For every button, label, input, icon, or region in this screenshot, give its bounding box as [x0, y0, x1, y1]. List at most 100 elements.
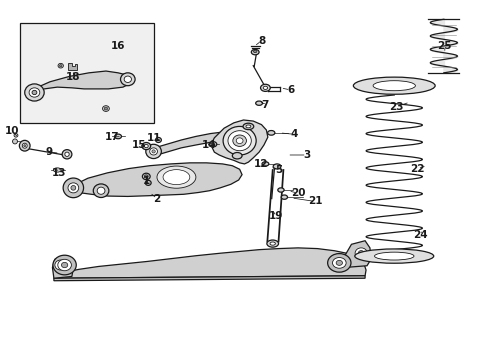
Ellipse shape: [211, 143, 214, 145]
Text: 18: 18: [66, 72, 81, 82]
Ellipse shape: [14, 134, 18, 137]
Ellipse shape: [374, 252, 413, 260]
Ellipse shape: [93, 184, 109, 198]
Polygon shape: [149, 131, 249, 154]
Polygon shape: [54, 276, 365, 281]
Ellipse shape: [65, 152, 69, 157]
Ellipse shape: [354, 249, 433, 263]
Text: 15: 15: [131, 140, 146, 150]
Polygon shape: [68, 163, 242, 197]
Ellipse shape: [102, 106, 109, 111]
Text: 20: 20: [290, 188, 305, 198]
Ellipse shape: [263, 86, 267, 89]
Ellipse shape: [124, 76, 131, 82]
Ellipse shape: [24, 145, 26, 147]
Ellipse shape: [266, 240, 278, 247]
Text: 3: 3: [303, 150, 310, 160]
Text: 21: 21: [307, 197, 322, 206]
Ellipse shape: [58, 259, 71, 271]
Text: 13: 13: [51, 168, 66, 178]
Ellipse shape: [104, 107, 107, 110]
Ellipse shape: [60, 64, 62, 67]
Ellipse shape: [145, 144, 161, 158]
Ellipse shape: [353, 77, 434, 94]
Text: 9: 9: [45, 147, 53, 157]
Ellipse shape: [236, 138, 243, 144]
Ellipse shape: [29, 88, 40, 97]
Ellipse shape: [358, 251, 364, 256]
Ellipse shape: [245, 125, 250, 128]
Ellipse shape: [163, 170, 189, 185]
Ellipse shape: [251, 49, 259, 55]
Ellipse shape: [332, 257, 346, 268]
Ellipse shape: [281, 195, 287, 199]
Text: 8: 8: [257, 36, 264, 46]
Ellipse shape: [335, 260, 342, 265]
Ellipse shape: [227, 131, 251, 151]
Ellipse shape: [62, 150, 72, 159]
Ellipse shape: [63, 178, 83, 198]
Ellipse shape: [327, 253, 350, 272]
Text: 23: 23: [388, 102, 403, 112]
Text: 16: 16: [111, 41, 125, 51]
Text: 14: 14: [202, 140, 216, 150]
Polygon shape: [54, 248, 366, 278]
Ellipse shape: [145, 180, 151, 185]
Ellipse shape: [53, 168, 61, 172]
Ellipse shape: [20, 140, 30, 151]
Ellipse shape: [232, 135, 246, 147]
Ellipse shape: [208, 141, 216, 147]
Ellipse shape: [232, 153, 242, 159]
Text: 19: 19: [268, 211, 283, 221]
Ellipse shape: [269, 242, 275, 245]
Ellipse shape: [262, 162, 268, 166]
Ellipse shape: [142, 143, 150, 150]
Ellipse shape: [144, 144, 148, 148]
Text: 12: 12: [254, 159, 268, 169]
Ellipse shape: [354, 248, 366, 258]
Ellipse shape: [142, 173, 150, 180]
Ellipse shape: [71, 185, 76, 190]
Ellipse shape: [273, 164, 281, 169]
Ellipse shape: [277, 188, 284, 192]
Text: 11: 11: [147, 133, 162, 143]
Ellipse shape: [120, 73, 135, 86]
Text: 7: 7: [261, 100, 268, 110]
Ellipse shape: [149, 148, 157, 155]
Ellipse shape: [152, 150, 155, 153]
Polygon shape: [68, 63, 77, 70]
Text: 4: 4: [290, 129, 297, 139]
Polygon shape: [52, 256, 73, 278]
Ellipse shape: [115, 134, 121, 139]
Ellipse shape: [97, 187, 105, 194]
Text: 2: 2: [153, 194, 160, 203]
Polygon shape: [211, 120, 267, 164]
Ellipse shape: [58, 63, 63, 68]
Ellipse shape: [68, 183, 79, 193]
Text: 17: 17: [105, 132, 119, 142]
Polygon shape: [344, 241, 370, 267]
Ellipse shape: [55, 260, 66, 270]
Text: 24: 24: [412, 230, 427, 240]
Ellipse shape: [223, 126, 256, 155]
Ellipse shape: [13, 139, 18, 144]
Ellipse shape: [61, 262, 68, 268]
Ellipse shape: [253, 50, 256, 53]
Ellipse shape: [22, 143, 27, 148]
Ellipse shape: [157, 166, 196, 188]
Ellipse shape: [32, 90, 37, 95]
Text: 22: 22: [409, 163, 424, 174]
Ellipse shape: [260, 84, 270, 91]
Ellipse shape: [243, 123, 253, 130]
Ellipse shape: [267, 131, 274, 135]
Text: 6: 6: [286, 85, 294, 95]
Text: 1: 1: [142, 176, 150, 186]
Ellipse shape: [144, 175, 148, 178]
Text: 10: 10: [5, 126, 20, 136]
Ellipse shape: [155, 138, 161, 143]
Text: 5: 5: [274, 165, 282, 175]
Ellipse shape: [372, 81, 415, 91]
Text: 25: 25: [437, 41, 451, 51]
Ellipse shape: [53, 255, 76, 275]
FancyBboxPatch shape: [20, 23, 153, 123]
